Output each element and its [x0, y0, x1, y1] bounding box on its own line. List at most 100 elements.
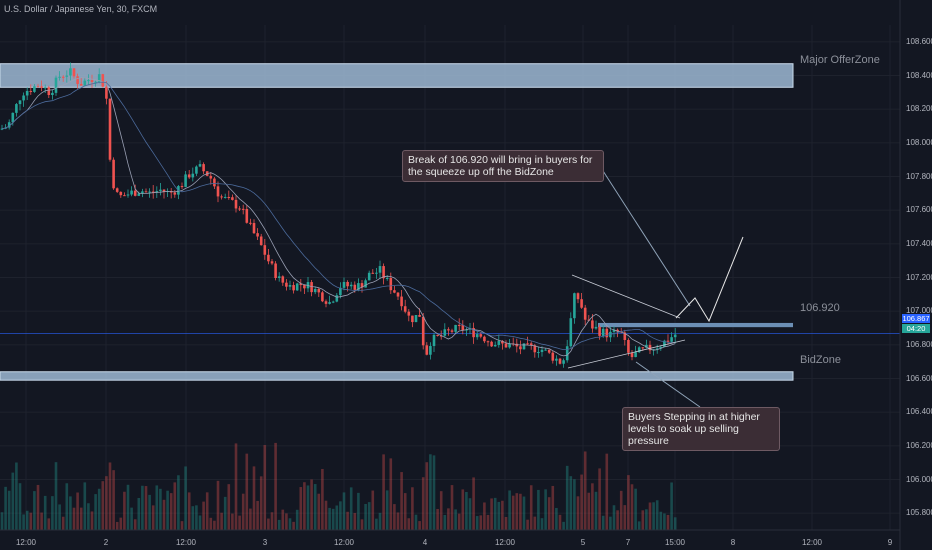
- volume-bar: [317, 493, 321, 530]
- candle-body: [292, 285, 295, 291]
- buyers-callout: Buyers Stepping in at higher levels to s…: [622, 407, 780, 451]
- x-tick-label: 12:00: [175, 538, 197, 547]
- candle-body: [288, 285, 292, 287]
- candle-body: [648, 344, 652, 351]
- candle-body: [641, 347, 645, 349]
- candle-body: [544, 349, 547, 351]
- volume-bar: [263, 445, 267, 530]
- candle-body: [270, 261, 274, 264]
- candle-body: [40, 86, 43, 88]
- volume-bar: [580, 474, 583, 530]
- candle-body: [231, 197, 234, 200]
- volume-bar: [130, 507, 133, 530]
- candle-body: [375, 272, 378, 274]
- volume-bar: [425, 462, 429, 530]
- volume-bar: [40, 512, 43, 530]
- candle-body: [547, 349, 551, 353]
- candle-body: [655, 348, 659, 350]
- volume-bar: [65, 483, 69, 530]
- candle-body: [0, 128, 4, 130]
- candle-body: [123, 195, 126, 197]
- volume-bar: [407, 518, 411, 530]
- candle-body: [105, 86, 108, 99]
- volume-bar: [670, 482, 673, 530]
- candle-body: [382, 266, 385, 279]
- volume-bar: [184, 466, 187, 530]
- candle-body: [522, 343, 526, 350]
- candle-body: [87, 80, 90, 82]
- candle-body: [497, 340, 501, 345]
- volume-bar: [180, 521, 184, 530]
- y-tick-label: 108.600: [906, 36, 932, 46]
- volume-bar: [0, 512, 4, 530]
- candle-body: [418, 314, 421, 317]
- volume-bar: [252, 466, 256, 530]
- volume-bar: [94, 494, 97, 530]
- volume-bar: [155, 485, 159, 530]
- candle-body: [385, 277, 389, 279]
- candle-body: [76, 76, 79, 84]
- volume-bar: [389, 458, 393, 530]
- candle-body: [591, 320, 594, 329]
- supply-demand-zones: [0, 63, 900, 381]
- candle-body: [393, 290, 396, 293]
- candle-body: [133, 190, 137, 196]
- volume-bar: [526, 519, 529, 530]
- volume-bar: [648, 502, 652, 530]
- volume-bar: [490, 498, 493, 530]
- volume-bar: [249, 508, 252, 530]
- candle-body: [11, 112, 15, 123]
- volume-bar: [11, 472, 15, 530]
- volume-bar: [281, 509, 285, 530]
- volume-bar: [126, 484, 130, 530]
- candle-body: [526, 343, 529, 345]
- moving-average-line: [1, 77, 676, 357]
- candle-body: [216, 186, 220, 197]
- candle-body: [407, 311, 411, 316]
- volume-bar: [497, 501, 501, 530]
- candle-body: [475, 334, 479, 338]
- candle-body: [504, 343, 508, 348]
- volume-bar: [285, 513, 288, 530]
- candle-body: [130, 190, 133, 195]
- candle-body: [555, 358, 558, 361]
- volume-bar: [447, 508, 450, 530]
- candle-body: [90, 80, 94, 82]
- volume-bar: [400, 472, 403, 530]
- candle-body: [180, 186, 184, 188]
- volume-bar: [223, 496, 227, 530]
- volume-bar: [18, 483, 22, 530]
- volume-bar: [321, 468, 324, 530]
- candle-body: [565, 346, 569, 361]
- volume-bar: [443, 514, 447, 530]
- candle-body: [367, 272, 371, 281]
- candle-body: [454, 324, 457, 332]
- volume-bar: [429, 454, 432, 530]
- volume-bar: [630, 484, 634, 530]
- volume-bar: [61, 516, 65, 530]
- candle-body: [666, 340, 670, 342]
- volume-bar: [364, 503, 367, 530]
- volume-bar: [29, 512, 33, 530]
- axes-lines: [0, 0, 901, 550]
- candle-body: [623, 332, 627, 341]
- volume-bar: [4, 486, 7, 530]
- candle-body: [65, 75, 69, 77]
- candle-body: [281, 276, 285, 283]
- candle-body: [202, 164, 205, 172]
- candle-body: [321, 292, 324, 302]
- volume-bar: [594, 491, 598, 530]
- offer-zone-label: Major OfferZone: [800, 54, 880, 66]
- candle-body: [137, 193, 141, 196]
- volume-bar: [432, 455, 436, 530]
- volume-bar: [295, 509, 299, 530]
- y-tick-label: 108.200: [906, 104, 932, 114]
- volume-bar: [43, 495, 47, 530]
- projection-path: [675, 236, 744, 323]
- candle-body: [173, 192, 177, 195]
- volume-bar: [25, 510, 29, 530]
- candle-body: [432, 334, 436, 347]
- volume-bar: [493, 497, 497, 530]
- volume-bar: [367, 502, 371, 530]
